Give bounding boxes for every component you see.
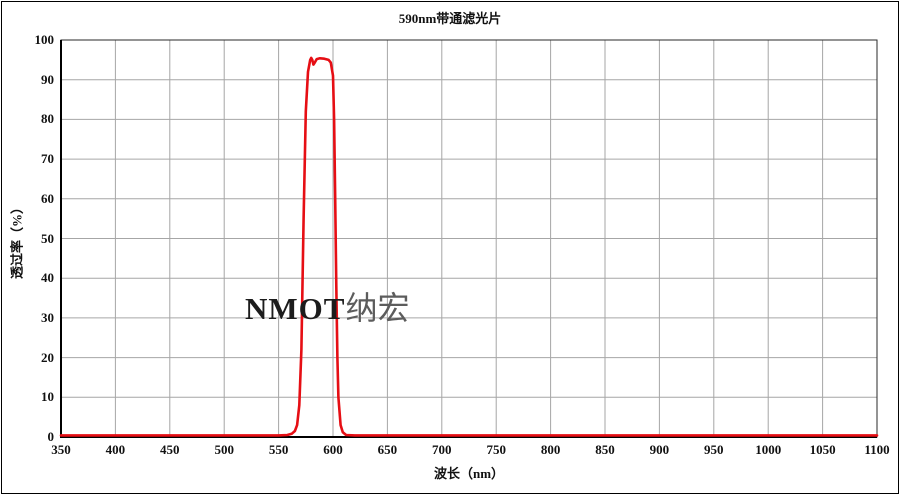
x-tick-label: 1050: [809, 442, 836, 457]
x-tick-label: 350: [51, 442, 71, 457]
series-transmittance: [59, 56, 879, 437]
y-tick-label: 30: [41, 309, 54, 325]
watermark: NMOT 纳宏: [245, 283, 409, 329]
x-tick-label: 550: [268, 442, 289, 457]
x-tick-label: 800: [540, 442, 561, 457]
x-tick-label: 600: [323, 442, 343, 457]
x-tick-label: 950: [704, 442, 724, 457]
y-tick-label: 0: [47, 429, 55, 444]
x-tick-label: 850: [595, 442, 615, 457]
x-tick-label: 900: [649, 442, 670, 457]
x-tick-label: 450: [160, 442, 180, 457]
y-tick-label: 70: [41, 151, 54, 167]
y-tick-label: 100: [34, 32, 55, 47]
y-tick-label: 60: [41, 190, 54, 206]
y-tick-label: 40: [41, 270, 54, 286]
y-tick-label: 80: [41, 111, 54, 127]
y-tick-label: 20: [41, 349, 54, 365]
watermark-cjk: 纳宏: [345, 290, 410, 326]
x-tick-label: 1000: [755, 442, 782, 457]
y-tick-label: 90: [41, 71, 54, 87]
x-axis-label: 波长（nm）: [433, 466, 505, 481]
x-tick-label: 650: [377, 442, 398, 457]
x-tick-label: 1100: [864, 442, 890, 457]
y-axis-label: 透过率（%）: [9, 200, 25, 280]
x-tick-label: 700: [432, 442, 452, 457]
watermark-latin: NMOT: [245, 291, 346, 326]
y-tick-label: 10: [41, 389, 54, 405]
x-tick-label: 400: [105, 442, 126, 457]
y-tick-label: 50: [41, 230, 54, 246]
x-tick-label: 500: [214, 442, 234, 457]
x-tick-label: 750: [486, 442, 506, 457]
chart-title: 590nm带通滤光片: [398, 11, 502, 26]
